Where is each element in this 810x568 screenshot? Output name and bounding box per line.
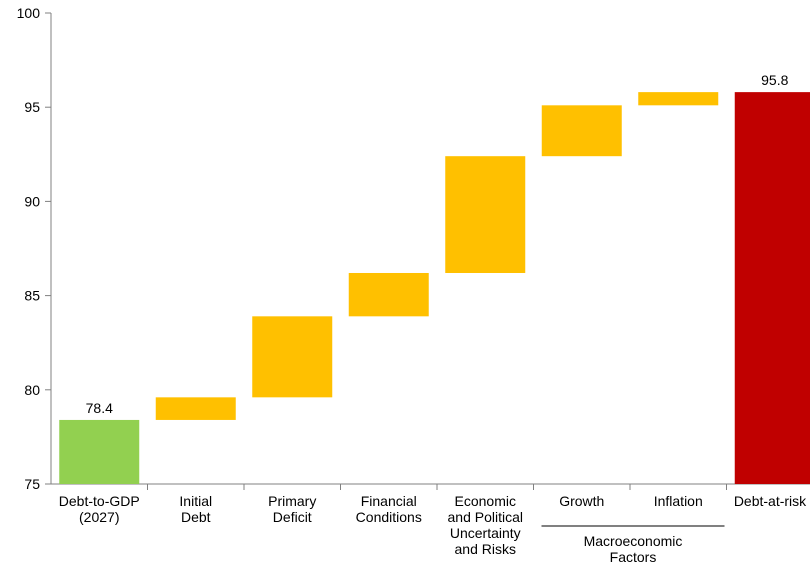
category-label-line: Growth (559, 493, 604, 509)
increment-bar (541, 105, 622, 157)
bar-value-label: 95.8 (761, 72, 788, 88)
category-label-line: Debt (181, 509, 211, 525)
category-label-line: Initial (179, 493, 212, 509)
category-label-line: and Risks (455, 541, 516, 557)
category-label: Debt-at-risk (734, 493, 807, 509)
total-bar (734, 92, 810, 485)
category-label-line: Conditions (356, 509, 422, 525)
axis-layer: 75 80 85 90 95 100 (17, 5, 810, 492)
group-label-line: Macroeconomic (584, 533, 683, 549)
y-tick-label: 95 (24, 99, 40, 115)
y-tick-label: 85 (24, 288, 40, 304)
increment-bar (445, 156, 526, 273)
category-label: Financial Conditions (356, 493, 422, 525)
total-bar (59, 419, 140, 484)
category-label: Economic and Political Uncertainty and Risk… (448, 493, 524, 557)
category-label-line: Inflation (654, 493, 703, 509)
category-label: Initial Debt (179, 493, 212, 525)
bar-layer (59, 92, 810, 485)
category-label-line: and Political (448, 509, 524, 525)
group-label: Macroeconomic Factors (584, 533, 683, 565)
increment-bar (252, 316, 333, 398)
category-label-line: Primary (268, 493, 316, 509)
y-tick-label: 75 (24, 476, 40, 492)
category-label-line: Financial (361, 493, 417, 509)
increment-bar (348, 272, 429, 317)
group-label-line: Factors (610, 549, 657, 565)
category-label-line: Uncertainty (450, 525, 521, 541)
category-label-line: Economic (455, 493, 516, 509)
bar-value-label: 78.4 (86, 400, 113, 416)
category-label-line: Debt-to-GDP (59, 493, 140, 509)
increment-bar (155, 397, 236, 420)
category-label: Primary Deficit (268, 493, 316, 525)
category-label-line: Deficit (273, 509, 312, 525)
label-layer: 78.4 95.8 Debt-to-GDP (2027) Initial Debt Prim… (59, 72, 807, 565)
category-label: Growth (559, 493, 604, 509)
category-label: Debt-to-GDP (2027) (59, 493, 140, 525)
increment-bar (638, 92, 719, 106)
category-label: Inflation (654, 493, 703, 509)
y-tick-label: 90 (24, 193, 40, 209)
y-tick-label: 100 (17, 5, 41, 21)
category-label-line: Debt-at-risk (734, 493, 807, 509)
y-tick-label: 80 (24, 382, 40, 398)
category-label-line: (2027) (79, 509, 119, 525)
